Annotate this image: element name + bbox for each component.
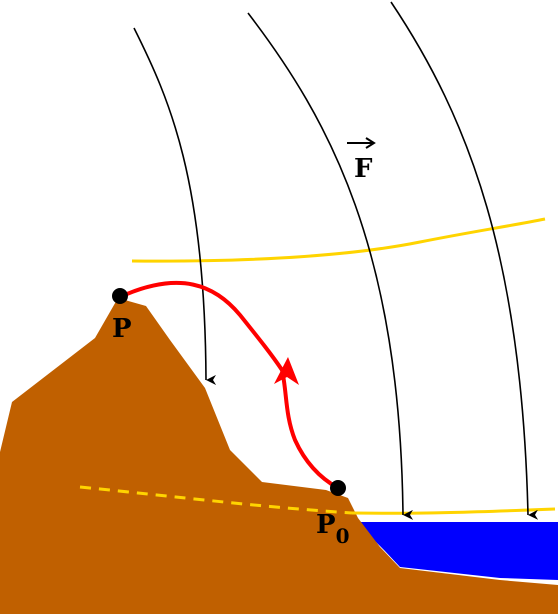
trajectory-path	[119, 281, 339, 490]
point-p0-label: P0	[316, 510, 349, 548]
point-p-marker	[112, 288, 128, 304]
point-p0-marker	[330, 480, 346, 496]
equipotential-curve-lower-dashed	[79, 485, 353, 515]
field-line-1	[133, 27, 217, 385]
trajectory-arrowhead	[274, 357, 299, 385]
water-body	[356, 522, 558, 580]
equipotential-curve-upper	[131, 217, 546, 263]
point-p-label: P	[112, 314, 132, 344]
force-vector-arrow-icon	[347, 137, 376, 149]
equipotential-curve-lower	[351, 507, 556, 515]
field-line-3	[390, 1, 539, 520]
terrain-mountain	[0, 298, 558, 614]
point-p0-label-base: P	[316, 510, 336, 540]
force-label: F	[354, 154, 373, 184]
point-p0-label-subscript: 0	[336, 524, 350, 548]
field-line-2	[247, 12, 414, 520]
